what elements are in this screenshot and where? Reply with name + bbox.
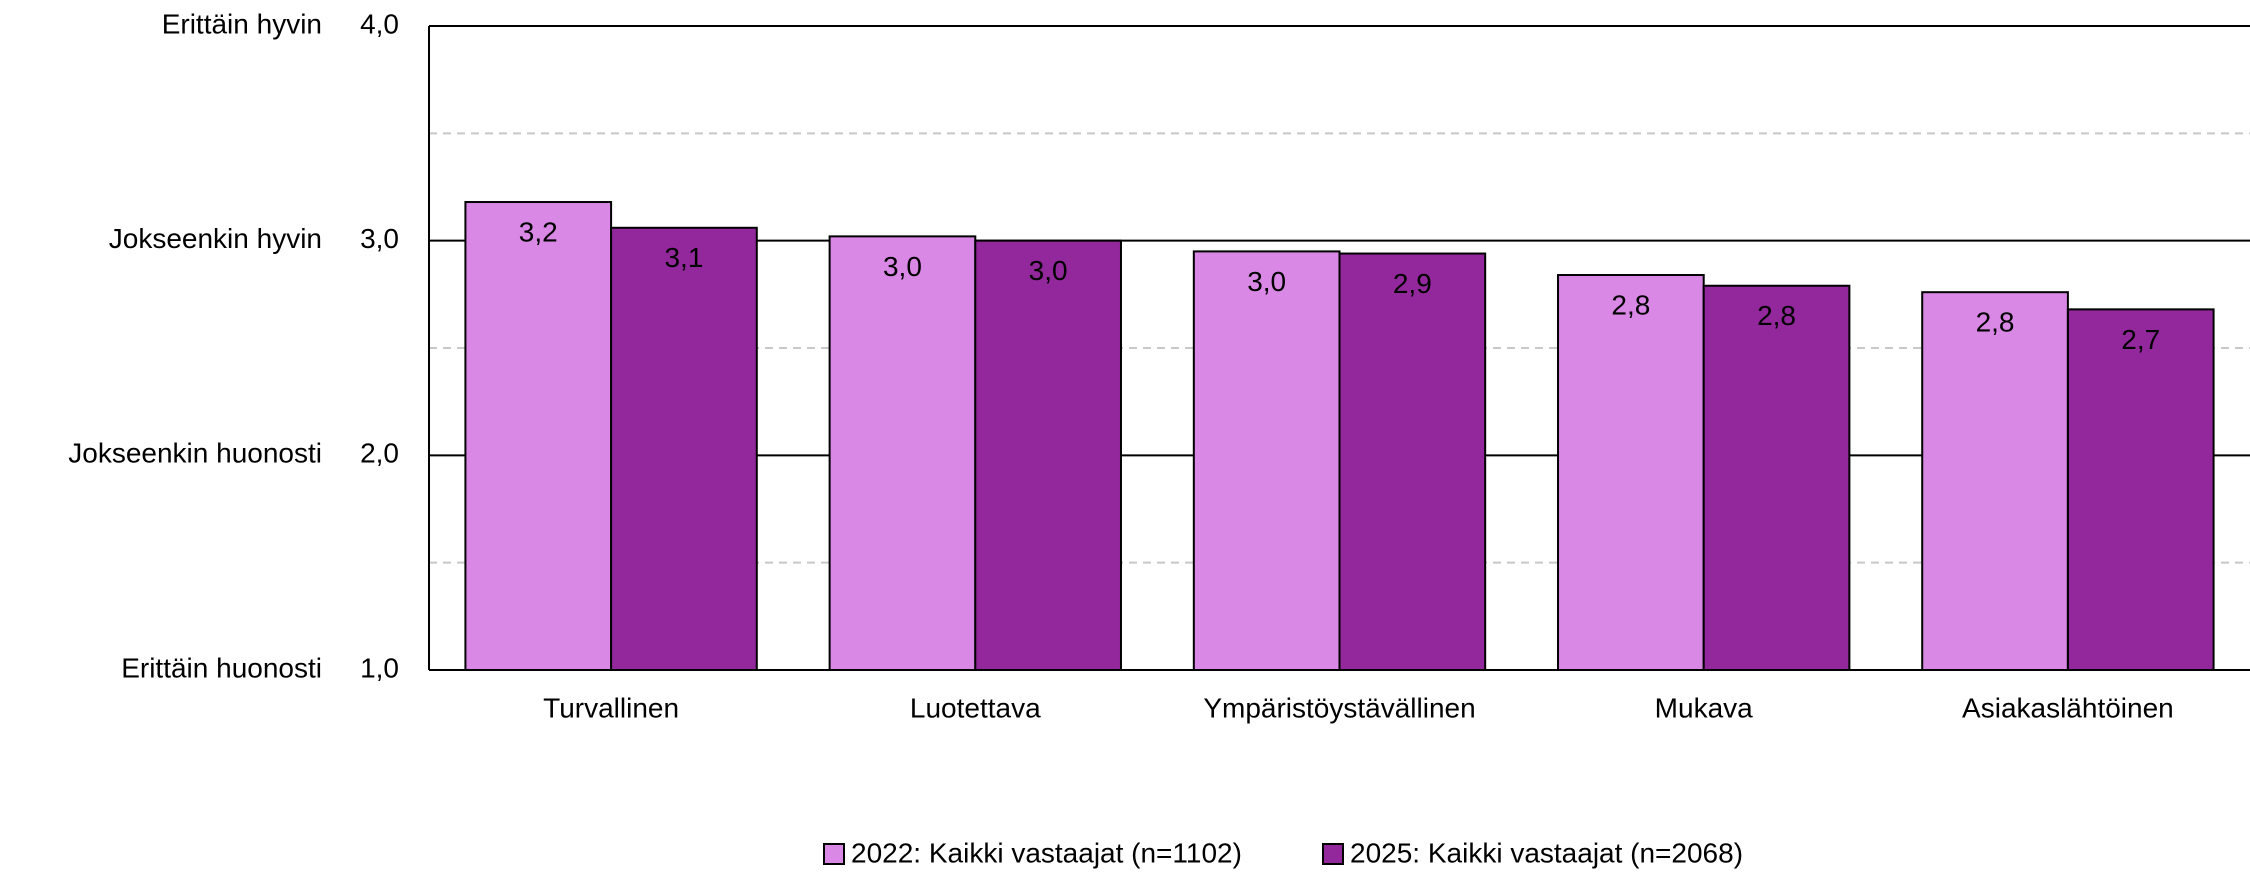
legend-swatch bbox=[823, 843, 845, 865]
legend-swatch bbox=[1322, 843, 1344, 865]
value-label: 3,0 bbox=[883, 251, 922, 282]
x-tick-label: Mukava bbox=[1655, 692, 1753, 723]
legend-label: 2022: Kaikki vastaajat (n=1102) bbox=[851, 837, 1242, 868]
bar bbox=[2066, 308, 2215, 671]
value-label: 3,0 bbox=[1247, 266, 1286, 297]
bar bbox=[464, 201, 613, 671]
y-scale-label: Erittäin hyvin bbox=[162, 8, 322, 39]
value-label: 3,0 bbox=[1029, 255, 1068, 286]
bar bbox=[828, 235, 977, 672]
y-tick-label: 4,0 bbox=[360, 8, 399, 39]
y-scale-label: Erittäin huonosti bbox=[121, 652, 322, 683]
legend-label: 2025: Kaikki vastaajat (n=2068) bbox=[1350, 837, 1743, 868]
y-scale-label: Jokseenkin huonosti bbox=[68, 438, 322, 469]
value-label: 2,7 bbox=[2121, 324, 2160, 355]
value-label: 3,2 bbox=[519, 216, 558, 247]
bar bbox=[1921, 291, 2069, 671]
y-scale-label: Jokseenkin hyvin bbox=[109, 223, 322, 254]
bar bbox=[1192, 250, 1341, 671]
x-tick-label: Ympäristöystävällinen bbox=[1203, 692, 1475, 723]
bar bbox=[1702, 284, 1851, 671]
x-tick-label: Turvallinen bbox=[543, 692, 679, 723]
value-label: 3,1 bbox=[664, 242, 703, 273]
value-label: 2,8 bbox=[1611, 289, 1650, 320]
value-label: 2,9 bbox=[1393, 268, 1432, 299]
value-label: 2,8 bbox=[1976, 307, 2015, 338]
x-tick-label: Luotettava bbox=[910, 692, 1041, 723]
y-tick-label: 2,0 bbox=[360, 438, 399, 469]
bar bbox=[974, 239, 1122, 672]
bar bbox=[1338, 252, 1487, 671]
value-label: 2,8 bbox=[1757, 300, 1796, 331]
x-tick-label: Asiakaslähtöinen bbox=[1962, 692, 2174, 723]
bar bbox=[1557, 274, 1705, 671]
bar bbox=[610, 226, 758, 672]
y-tick-label: 1,0 bbox=[360, 652, 399, 683]
y-tick-label: 3,0 bbox=[360, 223, 399, 254]
